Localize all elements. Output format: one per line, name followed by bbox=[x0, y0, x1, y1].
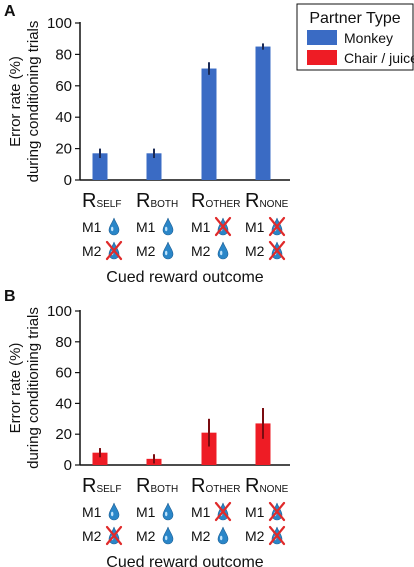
y-tick-label: 80 bbox=[55, 46, 72, 63]
crossed-drop-icon bbox=[105, 525, 123, 546]
monkey-m1-label: M1 bbox=[82, 219, 102, 235]
panel-b-letter: B bbox=[4, 288, 16, 305]
water-drop-icon bbox=[162, 526, 174, 545]
condition-label: RNONE bbox=[245, 475, 289, 497]
bar bbox=[92, 452, 108, 465]
y-tick-label: 20 bbox=[55, 141, 72, 158]
y-tick-label: 20 bbox=[55, 426, 72, 443]
crossed-drop-icon bbox=[214, 216, 232, 237]
x-axis-title: Cued reward outcome bbox=[106, 269, 264, 286]
condition-label: ROTHER bbox=[191, 190, 240, 212]
monkey-m1-label: M1 bbox=[82, 504, 102, 520]
water-drop-icon bbox=[162, 241, 174, 260]
condition-label: RNONE bbox=[245, 190, 289, 212]
water-drop-icon bbox=[217, 241, 229, 260]
water-drop-icon bbox=[162, 502, 174, 521]
y-tick-label: 60 bbox=[55, 78, 72, 95]
monkey-m2-label: M2 bbox=[191, 528, 211, 544]
condition-label: RBOTH bbox=[136, 190, 178, 212]
monkey-m2-label: M2 bbox=[82, 243, 102, 259]
panel-b: B 0 20 40 60 80 100 Error rate (%) during condi… bbox=[4, 288, 290, 567]
y-axis-label-line1: Error rate (%) bbox=[7, 56, 24, 147]
y-axis-label-line1: Error rate (%) bbox=[7, 343, 24, 434]
crossed-drop-icon bbox=[268, 216, 286, 237]
water-drop-icon bbox=[108, 217, 120, 236]
monkey-m1-label: M1 bbox=[191, 504, 211, 520]
bar bbox=[255, 423, 271, 465]
legend-title: Partner Type bbox=[309, 10, 400, 27]
crossed-drop-icon bbox=[268, 501, 286, 522]
bar bbox=[92, 153, 108, 180]
y-axis-label-line2: during conditioning trials bbox=[25, 307, 42, 469]
monkey-m2-label: M2 bbox=[136, 243, 156, 259]
monkey-m2-label: M2 bbox=[245, 243, 265, 259]
legend: Partner Type Monkey Chair / juice bbox=[296, 3, 414, 71]
bar bbox=[255, 46, 271, 180]
y-tick-label: 0 bbox=[64, 457, 72, 474]
monkey-m1-label: M1 bbox=[191, 219, 211, 235]
y-tick-label: 40 bbox=[55, 395, 72, 412]
monkey-m1-label: M1 bbox=[245, 504, 265, 520]
condition-label: RSELF bbox=[82, 190, 121, 212]
condition-label: RSELF bbox=[82, 475, 121, 497]
y-tick-label: 80 bbox=[55, 334, 72, 351]
legend-swatch-chair-juice bbox=[307, 50, 337, 65]
condition-label: ROTHER bbox=[191, 475, 240, 497]
monkey-m2-label: M2 bbox=[136, 528, 156, 544]
x-axis-title: Cued reward outcome bbox=[106, 554, 264, 567]
panel-a-letter: A bbox=[4, 3, 16, 20]
bar bbox=[201, 432, 217, 465]
y-tick-label: 60 bbox=[55, 365, 72, 382]
legend-label-monkey: Monkey bbox=[344, 30, 393, 46]
legend-swatch-monkey bbox=[307, 30, 337, 45]
water-drop-icon bbox=[217, 526, 229, 545]
condition-label: RBOTH bbox=[136, 475, 178, 497]
water-drop-icon bbox=[108, 502, 120, 521]
y-tick-label: 0 bbox=[64, 172, 72, 189]
water-drop-icon bbox=[162, 217, 174, 236]
crossed-drop-icon bbox=[214, 501, 232, 522]
monkey-m1-label: M1 bbox=[136, 504, 156, 520]
bar bbox=[146, 153, 162, 180]
monkey-m2-label: M2 bbox=[82, 528, 102, 544]
monkey-m2-label: M2 bbox=[191, 243, 211, 259]
y-tick-label: 40 bbox=[55, 109, 72, 126]
crossed-drop-icon bbox=[268, 525, 286, 546]
y-tick-label: 100 bbox=[47, 15, 72, 32]
legend-label-chair-juice: Chair / juice bbox=[344, 50, 414, 66]
monkey-m1-label: M1 bbox=[245, 219, 265, 235]
crossed-drop-icon bbox=[105, 240, 123, 261]
y-tick-label: 100 bbox=[47, 303, 72, 320]
monkey-m2-label: M2 bbox=[245, 528, 265, 544]
y-axis-label-line2: during conditioning trials bbox=[25, 21, 42, 183]
monkey-m1-label: M1 bbox=[136, 219, 156, 235]
crossed-drop-icon bbox=[268, 240, 286, 261]
panel-a: A 0 20 40 60 80 100 Error rate (%) during condi… bbox=[4, 3, 290, 286]
bar bbox=[201, 68, 217, 180]
